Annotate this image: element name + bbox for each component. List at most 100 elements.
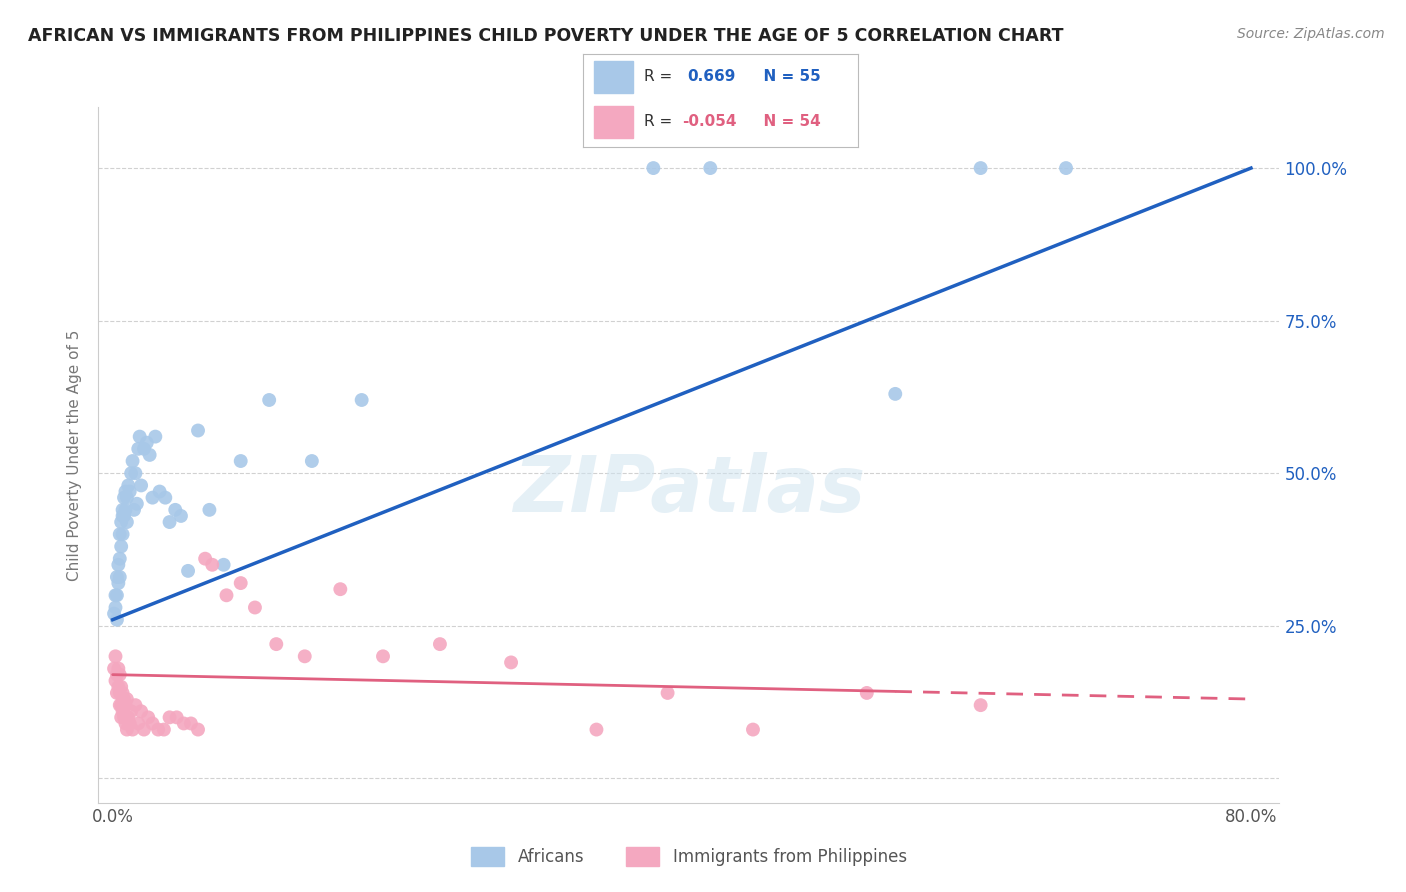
Point bbox=[129, 478, 152, 492]
Point bbox=[111, 527, 134, 541]
Text: R =: R = bbox=[644, 70, 682, 85]
Point bbox=[643, 161, 665, 175]
Point bbox=[884, 387, 907, 401]
Point bbox=[112, 692, 135, 706]
Point bbox=[159, 710, 181, 724]
Point bbox=[117, 710, 139, 724]
Point bbox=[125, 497, 148, 511]
Point bbox=[969, 161, 991, 175]
Point bbox=[118, 484, 141, 499]
Point bbox=[187, 723, 209, 737]
Point bbox=[128, 429, 150, 443]
Point bbox=[115, 723, 138, 737]
Point bbox=[108, 686, 131, 700]
Point bbox=[115, 491, 138, 505]
Point bbox=[104, 649, 127, 664]
Point bbox=[112, 491, 135, 505]
Point bbox=[121, 723, 143, 737]
Point bbox=[143, 429, 166, 443]
Point bbox=[111, 508, 134, 523]
Point bbox=[141, 716, 163, 731]
Point bbox=[165, 503, 187, 517]
Point bbox=[155, 491, 177, 505]
Point bbox=[105, 570, 128, 584]
Point bbox=[129, 704, 152, 718]
Point bbox=[111, 503, 134, 517]
Point bbox=[149, 484, 172, 499]
Point bbox=[699, 161, 721, 175]
Point bbox=[329, 582, 352, 597]
Point bbox=[114, 716, 136, 731]
Point bbox=[105, 667, 128, 681]
Point bbox=[136, 710, 159, 724]
Point bbox=[115, 515, 138, 529]
Point bbox=[127, 442, 149, 456]
Point bbox=[103, 607, 125, 621]
Point bbox=[120, 467, 142, 481]
Point bbox=[115, 692, 138, 706]
Point bbox=[105, 613, 128, 627]
Point bbox=[121, 454, 143, 468]
Point bbox=[108, 527, 131, 541]
Point bbox=[742, 723, 765, 737]
Point bbox=[107, 558, 129, 572]
Point bbox=[118, 716, 141, 731]
Text: -0.054: -0.054 bbox=[682, 114, 737, 129]
Point bbox=[114, 698, 136, 713]
Point bbox=[198, 503, 221, 517]
Point bbox=[371, 649, 394, 664]
Point bbox=[229, 454, 252, 468]
Point bbox=[108, 667, 131, 681]
Point bbox=[110, 515, 132, 529]
Bar bbox=[595, 106, 633, 138]
Point bbox=[177, 564, 200, 578]
Point bbox=[266, 637, 288, 651]
Point bbox=[180, 716, 202, 731]
Point bbox=[114, 484, 136, 499]
Legend: Africans, Immigrants from Philippines: Africans, Immigrants from Philippines bbox=[463, 838, 915, 874]
Point bbox=[114, 503, 136, 517]
Point bbox=[122, 503, 145, 517]
Point bbox=[110, 698, 132, 713]
Point bbox=[159, 515, 181, 529]
Point bbox=[257, 392, 280, 407]
Point bbox=[105, 686, 128, 700]
Point bbox=[856, 686, 879, 700]
Point bbox=[104, 673, 127, 688]
Point bbox=[173, 716, 195, 731]
Text: R =: R = bbox=[644, 114, 676, 129]
Point bbox=[112, 508, 135, 523]
Bar bbox=[595, 61, 633, 93]
Point bbox=[107, 661, 129, 675]
Point bbox=[107, 576, 129, 591]
Point bbox=[108, 698, 131, 713]
Point bbox=[108, 551, 131, 566]
Point bbox=[194, 551, 217, 566]
Point bbox=[135, 435, 157, 450]
Point bbox=[229, 576, 252, 591]
Point bbox=[243, 600, 266, 615]
Point bbox=[104, 588, 127, 602]
Point bbox=[132, 723, 155, 737]
Point bbox=[111, 704, 134, 718]
Point bbox=[187, 424, 209, 438]
Point bbox=[105, 588, 128, 602]
Point bbox=[148, 723, 170, 737]
Point bbox=[294, 649, 316, 664]
Point bbox=[110, 680, 132, 694]
Point bbox=[969, 698, 991, 713]
Point bbox=[301, 454, 323, 468]
Point bbox=[107, 680, 129, 694]
Point bbox=[132, 442, 155, 456]
Point bbox=[110, 540, 132, 554]
Point bbox=[141, 491, 163, 505]
Point bbox=[127, 716, 149, 731]
Text: 0.669: 0.669 bbox=[688, 70, 737, 85]
Y-axis label: Child Poverty Under the Age of 5: Child Poverty Under the Age of 5 bbox=[67, 329, 83, 581]
Point bbox=[108, 570, 131, 584]
Point bbox=[124, 467, 146, 481]
Point bbox=[1054, 161, 1077, 175]
Point bbox=[110, 710, 132, 724]
Text: AFRICAN VS IMMIGRANTS FROM PHILIPPINES CHILD POVERTY UNDER THE AGE OF 5 CORRELAT: AFRICAN VS IMMIGRANTS FROM PHILIPPINES C… bbox=[28, 27, 1063, 45]
Point bbox=[212, 558, 235, 572]
